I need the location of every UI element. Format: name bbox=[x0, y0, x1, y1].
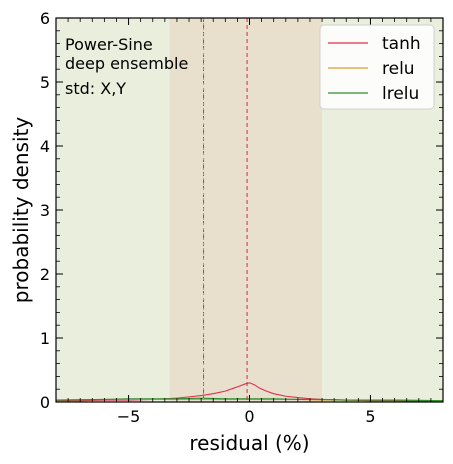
tick-labels: −5 0 5 0 1 2 3 4 5 6 bbox=[40, 9, 376, 426]
x-tick-label: 5 bbox=[365, 407, 375, 426]
x-tick-label: 0 bbox=[244, 407, 254, 426]
legend-label-lrelu: lrelu bbox=[382, 84, 419, 104]
x-tick-label: −5 bbox=[117, 407, 141, 426]
annotation: Power-Sine deep ensemble std: X,Y bbox=[65, 35, 188, 98]
x-axis-label: residual (%) bbox=[189, 431, 309, 455]
shaded-band-rect bbox=[169, 18, 323, 402]
annotation-line-2: deep ensemble bbox=[65, 54, 188, 73]
annotation-line-3: std: X,Y bbox=[65, 79, 126, 98]
y-tick-label: 5 bbox=[40, 73, 50, 92]
legend-label-relu: relu bbox=[382, 59, 415, 79]
y-tick-label: 3 bbox=[40, 201, 50, 220]
y-tick-label: 0 bbox=[40, 393, 50, 412]
shaded-band bbox=[169, 18, 323, 402]
plot-frame bbox=[55, 17, 444, 403]
legend-box bbox=[319, 24, 435, 110]
y-tick-label: 6 bbox=[40, 9, 50, 28]
y-tick-label: 4 bbox=[40, 137, 50, 156]
legend-label-tanh: tanh bbox=[382, 34, 421, 54]
legend: tanh relu lrelu bbox=[319, 24, 435, 110]
y-tick-label: 2 bbox=[40, 265, 50, 284]
y-tick-label: 1 bbox=[40, 329, 50, 348]
y-axis-label: probability density bbox=[9, 117, 33, 304]
annotation-line-1: Power-Sine bbox=[65, 35, 153, 54]
vertical-lines bbox=[203, 18, 248, 402]
